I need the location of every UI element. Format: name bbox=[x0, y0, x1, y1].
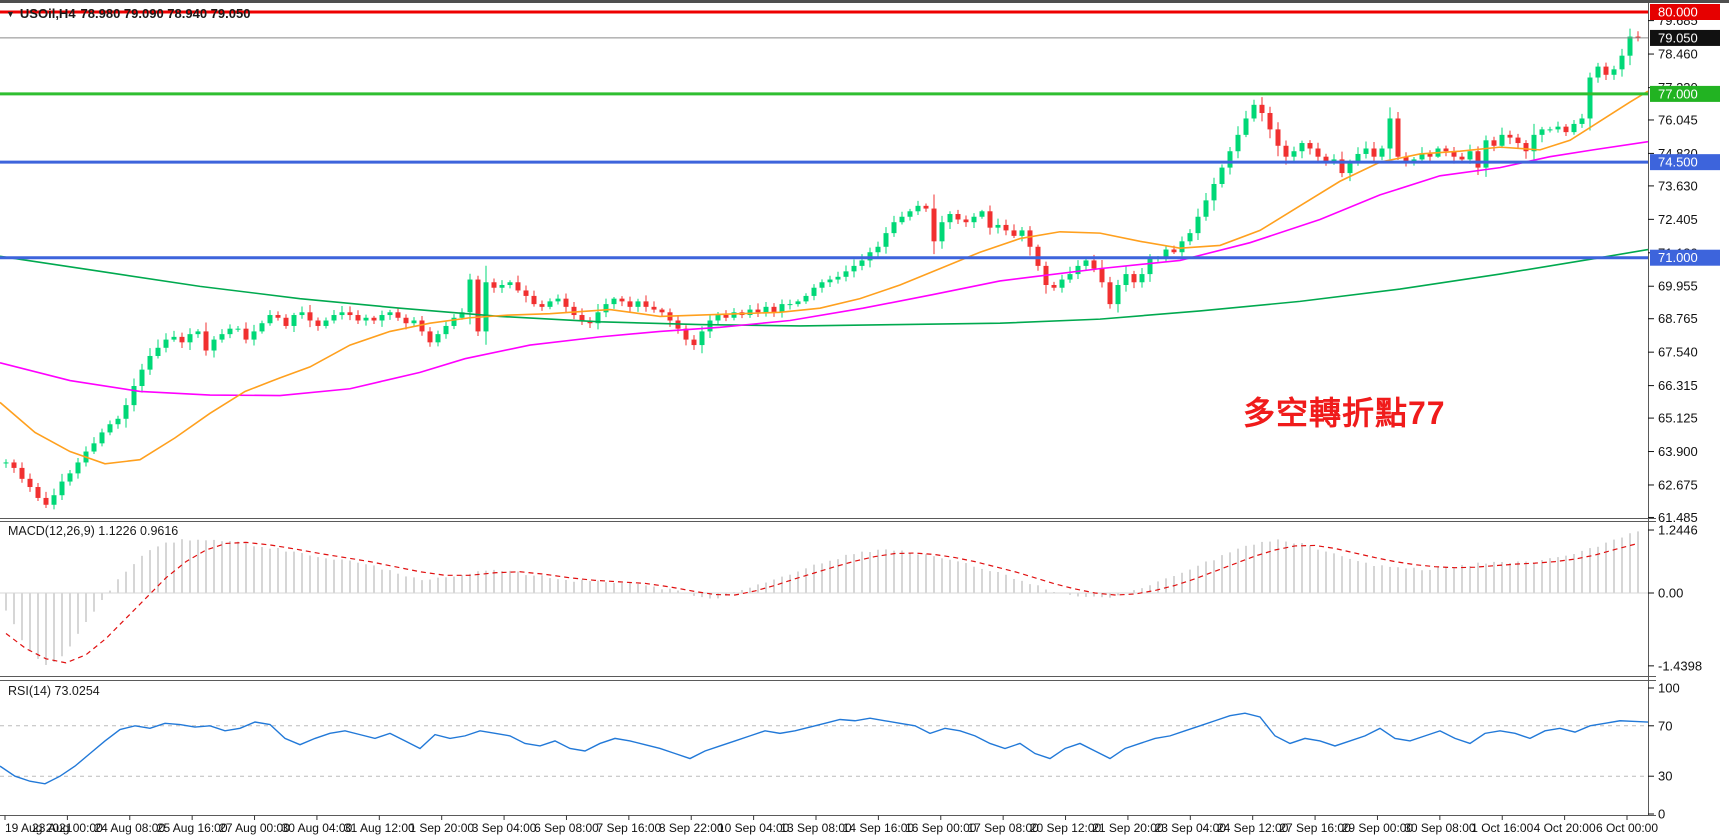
time-tick-label: 17 Sep 08:00 bbox=[967, 821, 1039, 835]
rsi-tick-label: 30 bbox=[1658, 769, 1672, 784]
macd-axis: 1.2446 0.00 -1.4398 bbox=[1648, 523, 1702, 673]
time-tick-label: 14 Sep 16:00 bbox=[843, 821, 915, 835]
time-tick-label: 23 Aug 00:00 bbox=[32, 821, 103, 835]
macd-indicator-label: MACD(12,26,9) 1.1226 0.9616 bbox=[8, 524, 179, 538]
price-tick-label: 78.460 bbox=[1658, 47, 1698, 62]
price-axis[interactable]: 79.68578.46077.23076.04574.82073.63072.4… bbox=[1648, 4, 1720, 525]
price-badge-71.000 bbox=[1650, 249, 1720, 266]
rsi-panel[interactable] bbox=[0, 712, 1648, 785]
time-tick-label: 1 Oct 16:00 bbox=[1471, 821, 1533, 835]
price-badge-text: 80.000 bbox=[1658, 5, 1698, 20]
price-tick-label: 62.675 bbox=[1658, 477, 1698, 492]
time-tick-label: 1 Sep 20:00 bbox=[409, 821, 474, 835]
chart-title: ▼ USOil,H4 78.980 79.090 78.940 79.050 bbox=[6, 6, 250, 21]
price-badge-text: 74.500 bbox=[1658, 155, 1698, 170]
time-tick-label: 27 Sep 16:00 bbox=[1279, 821, 1351, 835]
price-tick-label: 67.540 bbox=[1658, 345, 1698, 360]
rsi-line bbox=[0, 712, 1648, 785]
time-tick-label: 16 Sep 00:00 bbox=[905, 821, 977, 835]
ohlc-readout: 78.980 79.090 78.940 79.050 bbox=[80, 6, 251, 21]
time-tick-label: 3 Sep 04:00 bbox=[472, 821, 537, 835]
time-tick-label: 25 Aug 16:00 bbox=[157, 821, 228, 835]
time-tick-label: 24 Sep 12:00 bbox=[1217, 821, 1289, 835]
price-badge-74.500 bbox=[1650, 154, 1720, 171]
candles-layer bbox=[3, 28, 1641, 510]
time-tick-label: 19 Aug 2021 bbox=[5, 821, 73, 835]
ma-orange-line bbox=[0, 90, 1648, 465]
chart-text-annotation[interactable]: 多空轉折點77 bbox=[1243, 395, 1446, 431]
time-tick-label: 23 Sep 04:00 bbox=[1155, 821, 1227, 835]
macd-panel[interactable] bbox=[0, 531, 1648, 665]
rsi-indicator-label: RSI(14) 73.0254 bbox=[8, 684, 100, 698]
price-tick-label: 66.315 bbox=[1658, 378, 1698, 393]
rsi-tick-label: 70 bbox=[1658, 718, 1672, 733]
macd-tick-label: 1.2446 bbox=[1658, 523, 1698, 538]
time-tick-label: 4 Oct 20:00 bbox=[1534, 821, 1596, 835]
price-tick-label: 68.765 bbox=[1658, 311, 1698, 326]
price-badge-text: 71.000 bbox=[1658, 250, 1698, 265]
price-badge-text: 77.000 bbox=[1658, 86, 1698, 101]
time-tick-label: 20 Sep 12:00 bbox=[1030, 821, 1102, 835]
price-tick-label: 63.900 bbox=[1658, 444, 1698, 459]
time-tick-label: 6 Sep 08:00 bbox=[534, 821, 599, 835]
rsi-tick-label: 100 bbox=[1658, 681, 1680, 696]
time-tick-label: 31 Aug 12:00 bbox=[344, 821, 415, 835]
time-tick-label: 8 Sep 22:00 bbox=[659, 821, 724, 835]
price-badge-80.000 bbox=[1650, 4, 1720, 20]
time-tick-label: 13 Sep 08:00 bbox=[780, 821, 852, 835]
price-tick-label: 72.405 bbox=[1658, 212, 1698, 227]
time-tick-label: 27 Aug 00:00 bbox=[219, 821, 290, 835]
price-tick-label: 69.955 bbox=[1658, 279, 1698, 294]
price-tick-label: 73.630 bbox=[1658, 178, 1698, 193]
panel-frame bbox=[0, 3, 1656, 816]
symbol-timeframe: USOil,H4 bbox=[19, 6, 76, 21]
ma-green-line bbox=[0, 248, 1648, 327]
time-tick-label: 24 Aug 08:00 bbox=[94, 821, 165, 835]
price-tick-label: 61.485 bbox=[1658, 510, 1698, 525]
price-badge-text: 79.050 bbox=[1658, 30, 1698, 45]
time-tick-label: 6 Oct 00:00 bbox=[1596, 821, 1658, 835]
macd-tick-label: -1.4398 bbox=[1658, 658, 1702, 673]
time-tick-label: 30 Sep 08:00 bbox=[1404, 821, 1476, 835]
rsi-tick-label: 0 bbox=[1658, 807, 1665, 822]
chart-title-dropdown-icon[interactable]: ▼ bbox=[6, 8, 15, 19]
window-top-edge bbox=[0, 0, 1729, 3]
ma-magenta-line bbox=[0, 140, 1648, 397]
main-price-panel[interactable] bbox=[0, 10, 1648, 510]
price-tick-label: 76.045 bbox=[1658, 112, 1698, 127]
price-tick-label: 65.125 bbox=[1658, 411, 1698, 426]
time-tick-label: 30 Aug 04:00 bbox=[282, 821, 353, 835]
time-tick-label: 10 Sep 04:00 bbox=[718, 821, 790, 835]
rsi-axis: 100 70 30 0 bbox=[1648, 681, 1680, 822]
macd-signal-line bbox=[5, 541, 1639, 664]
time-tick-label: 29 Sep 00:00 bbox=[1342, 821, 1414, 835]
time-tick-label: 21 Sep 20:00 bbox=[1092, 821, 1164, 835]
time-tick-label: 7 Sep 16:00 bbox=[596, 821, 661, 835]
price-badge-79.050 bbox=[1650, 29, 1720, 46]
price-badge-77.000 bbox=[1650, 85, 1720, 102]
macd-tick-label: 0.00 bbox=[1658, 586, 1683, 601]
